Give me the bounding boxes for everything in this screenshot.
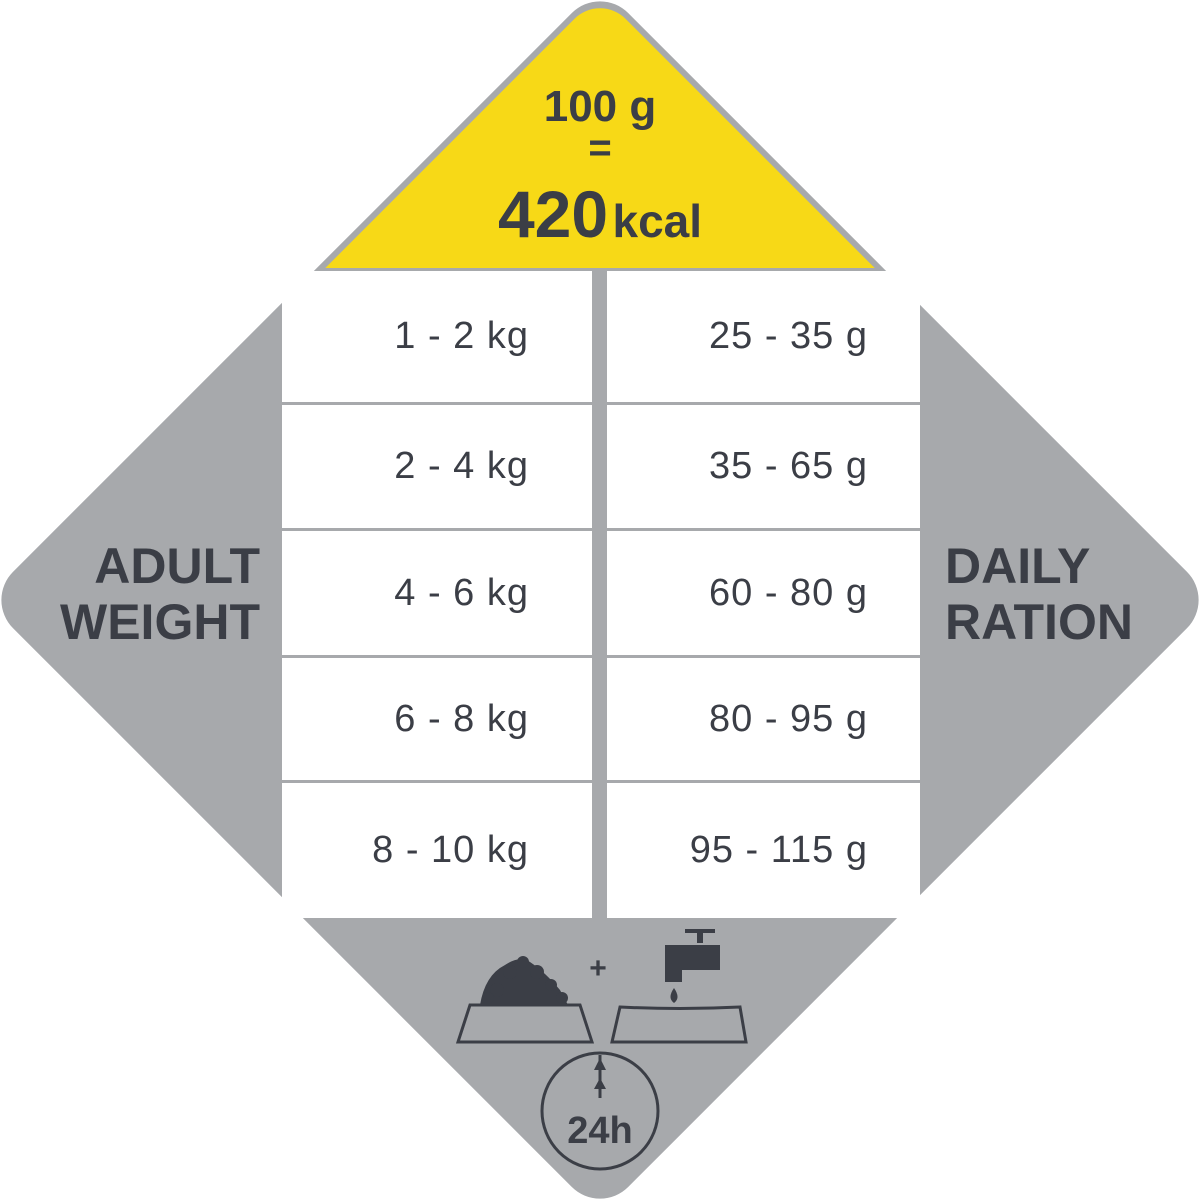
- weight-cell: 1 - 2 kg: [282, 271, 592, 402]
- amount-label: 100 g: [543, 82, 657, 131]
- weight-cell: 4 - 6 kg: [282, 531, 592, 655]
- weight-cell: 2 - 4 kg: [282, 405, 592, 528]
- water-bowl-icon: [610, 1005, 748, 1044]
- energy-unit: kcal: [612, 195, 703, 247]
- duration-label: 24h: [567, 1110, 632, 1152]
- label-line: RATION: [945, 594, 1133, 650]
- daily-ration-label: DAILY RATION: [945, 538, 1165, 650]
- energy-label: 420 kcal: [0, 176, 1200, 252]
- weight-cell: 8 - 10 kg: [282, 783, 592, 918]
- ration-cell: 25 - 35 g: [607, 271, 920, 402]
- label-line: WEIGHT: [60, 594, 260, 650]
- weight-cell: 6 - 8 kg: [282, 658, 592, 780]
- ration-cell: 35 - 65 g: [607, 405, 920, 528]
- energy-value: 420: [497, 177, 609, 251]
- adult-weight-label: ADULT WEIGHT: [40, 538, 260, 650]
- equals-sign: =: [588, 126, 612, 170]
- clock-icon: [540, 1051, 660, 1171]
- ration-cell: 95 - 115 g: [607, 783, 920, 918]
- label-line: DAILY: [945, 538, 1091, 594]
- label-line: ADULT: [94, 538, 260, 594]
- plus-sign: +: [589, 952, 607, 985]
- ration-cell: 60 - 80 g: [607, 531, 920, 655]
- food-bowl-icon: [455, 956, 595, 1044]
- ration-cell: 80 - 95 g: [607, 658, 920, 780]
- water-tap-icon: [665, 929, 720, 1003]
